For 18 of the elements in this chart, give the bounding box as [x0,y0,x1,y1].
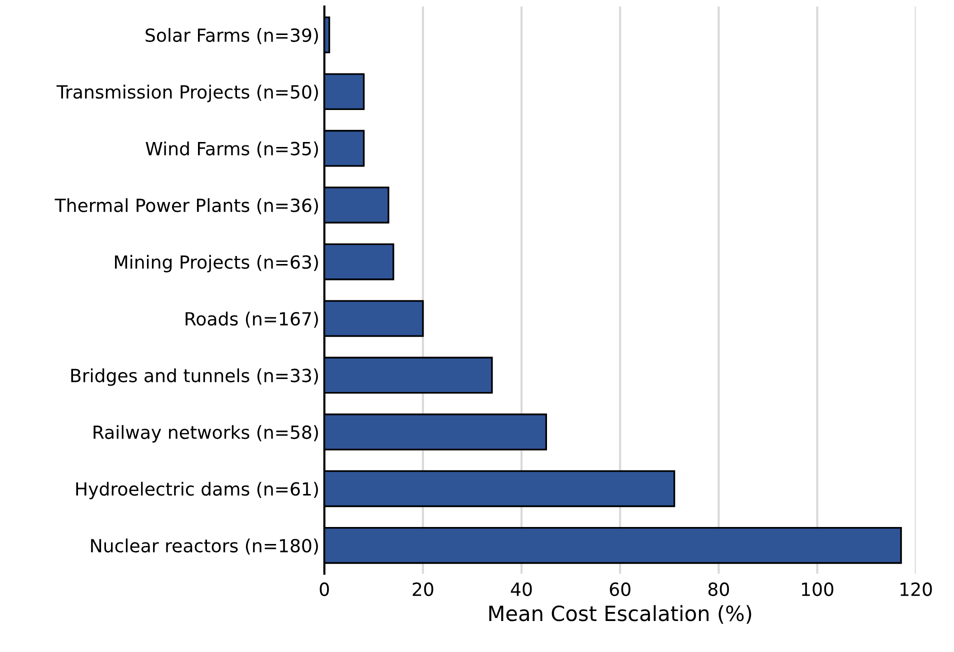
x-tick-label: 0 [320,582,329,596]
y-tick-label: Transmission Projects (n=50) [56,84,318,102]
y-tick-label: Hydroelectric dams (n=61) [76,482,318,500]
x-tick-label: 40 [510,582,532,596]
y-tick-label: Roads (n=167) [186,312,318,328]
y-tick-label: Wind Farms (n=35) [146,141,318,158]
x-axis-title: Mean Cost Escalation (%) [489,605,752,624]
y-tick-label: Thermal Power Plants (n=36) [54,198,318,214]
y-tick-label: Mining Projects (n=63) [115,254,318,272]
y-tick-label: Railway networks (n=58) [94,425,318,443]
x-tick-label: 80 [708,582,729,596]
x-tick-label: 100 [802,582,834,596]
y-tick-label: Nuclear reactors (n=180) [91,538,318,555]
x-tick-label: 120 [900,582,932,596]
y-tick-label: Solar Farms (n=39) [146,28,318,44]
x-tick-label: 20 [412,582,434,596]
x-tick-label: 60 [610,582,630,596]
y-tick-label: Bridges and tunnels (n=33) [71,368,318,386]
